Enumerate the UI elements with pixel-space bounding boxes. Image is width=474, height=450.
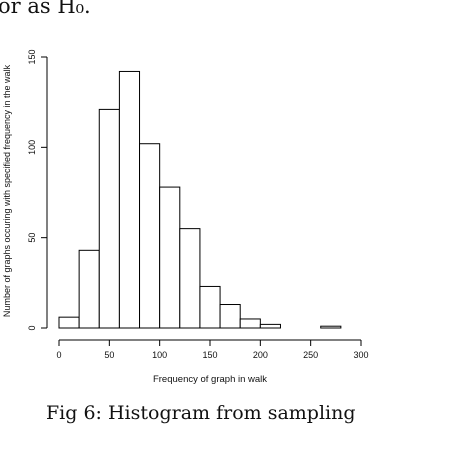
x-tick-label-1: 50	[104, 350, 114, 360]
histogram-bar-5	[159, 186, 181, 329]
histogram-bar-2	[98, 108, 120, 329]
y-axis-label: Number of graphs occuring with specified…	[2, 64, 12, 317]
histogram-bar-13	[320, 325, 342, 329]
histogram-bar-10	[259, 323, 281, 329]
histogram-bars	[58, 70, 342, 329]
histogram-bar-8	[219, 304, 241, 329]
y-tick-label-0: 0	[27, 325, 37, 330]
preceding-text: or as H₀.	[0, 0, 91, 18]
x-tick-label-5: 250	[303, 350, 318, 360]
x-tick-label-3: 150	[202, 350, 217, 360]
y-tick-label-2: 100	[27, 140, 37, 155]
y-axis: 0 50 100 150	[27, 49, 48, 331]
histogram-bar-3	[118, 70, 141, 329]
histogram-bar-6	[179, 228, 201, 329]
histogram-bar-9	[239, 318, 261, 329]
histogram-bar-7	[199, 285, 221, 329]
histogram-bar-1	[78, 249, 100, 329]
y-tick-label-1: 50	[27, 233, 37, 243]
x-tick-label-4: 200	[253, 350, 268, 360]
y-tick-label-3: 150	[27, 49, 37, 64]
x-tick-label-2: 100	[152, 350, 167, 360]
histogram-bar-0	[58, 316, 80, 329]
figure-caption: Fig 6: Histogram from sampling	[46, 402, 356, 424]
x-axis: 0 50 100 150 200 250 300	[56, 339, 369, 360]
x-axis-label: Frequency of graph in walk	[153, 374, 267, 385]
x-tick-label-0: 0	[56, 350, 61, 360]
x-tick-label-6: 300	[353, 350, 368, 360]
histogram-bar-4	[139, 143, 161, 329]
